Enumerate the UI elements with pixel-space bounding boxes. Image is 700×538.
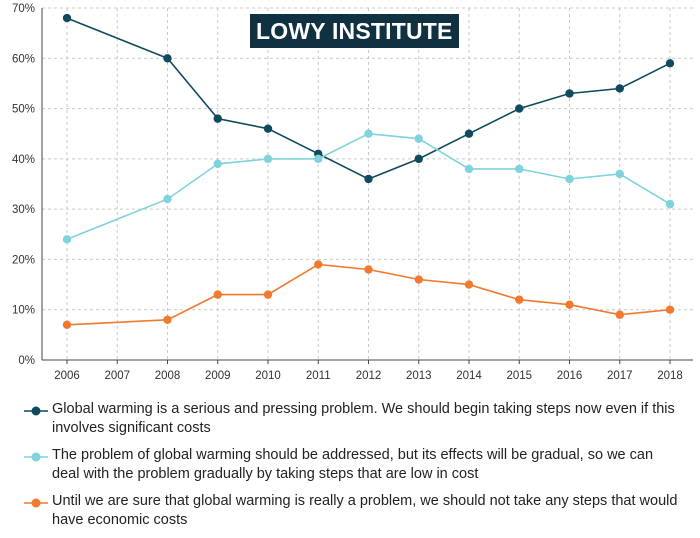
data-point-gradual — [314, 154, 323, 164]
legend: Global warming is a serious and pressing… — [24, 400, 684, 538]
data-point-serious — [615, 84, 624, 93]
y-tick-labels: 0% 10% 20% 30% 40% 50% 60% 70% — [12, 3, 35, 367]
x-tick-label: 2012 — [356, 370, 382, 382]
axes — [41, 8, 693, 364]
data-point-until-sure — [565, 300, 574, 309]
legend-label-until-sure: Until we are sure that global warming is… — [52, 493, 678, 528]
data-point-until-sure — [213, 290, 222, 299]
legend-swatch-until-sure — [24, 498, 48, 508]
gridlines — [42, 7, 693, 360]
data-point-serious — [364, 174, 373, 184]
series-serious — [62, 13, 675, 184]
y-tick-label: 30% — [12, 204, 35, 216]
legend-item-gradual: The problem of global warming should be … — [24, 446, 684, 484]
y-tick-label: 70% — [12, 3, 35, 15]
series-line-until-sure — [66, 263, 671, 326]
y-tick-label: 10% — [12, 305, 35, 317]
data-point-until-sure — [464, 280, 474, 289]
data-point-gradual — [464, 164, 474, 174]
legend-item-until-sure: Until we are sure that global warming is… — [24, 492, 684, 530]
data-point-until-sure — [515, 295, 524, 304]
data-point-serious — [515, 104, 524, 113]
x-tick-label: 2009 — [205, 370, 231, 382]
series-until-sure — [62, 260, 675, 329]
legend-swatch-gradual — [24, 452, 48, 462]
x-tick-label: 2014 — [456, 370, 482, 382]
series-line-gradual — [66, 132, 671, 241]
data-point-until-sure — [615, 310, 624, 319]
data-point-serious — [464, 129, 474, 138]
x-tick-label: 2007 — [104, 370, 130, 382]
data-point-until-sure — [263, 290, 273, 299]
data-point-serious — [263, 124, 273, 133]
x-tick-label: 2015 — [506, 370, 532, 382]
data-point-until-sure — [414, 275, 423, 284]
data-point-until-sure — [314, 260, 323, 269]
y-tick-label: 60% — [12, 53, 35, 65]
x-tick-label: 2008 — [155, 370, 181, 382]
y-tick-label: 40% — [12, 154, 35, 166]
data-point-gradual — [615, 169, 624, 179]
data-point-gradual — [665, 199, 675, 209]
data-point-serious — [163, 54, 172, 63]
legend-label-serious: Global warming is a serious and pressing… — [52, 401, 675, 436]
series-line-serious — [66, 17, 671, 180]
x-tick-label: 2010 — [255, 370, 281, 382]
data-point-gradual — [163, 194, 172, 204]
data-point-gradual — [414, 134, 423, 143]
data-point-gradual — [263, 154, 273, 164]
data-point-serious — [213, 114, 222, 123]
y-tick-label: 50% — [12, 104, 35, 116]
data-point-serious — [414, 154, 423, 164]
x-tick-label: 2006 — [54, 370, 80, 382]
y-tick-label: 0% — [18, 355, 35, 367]
data-point-serious — [62, 13, 72, 23]
y-tick-label: 20% — [12, 254, 35, 266]
data-point-gradual — [364, 129, 373, 138]
series-layer — [62, 13, 675, 329]
legend-item-serious: Global warming is a serious and pressing… — [24, 400, 684, 438]
data-point-until-sure — [163, 315, 172, 324]
series-gradual — [62, 129, 675, 244]
x-tick-label: 2017 — [607, 370, 633, 382]
data-point-gradual — [515, 164, 524, 174]
data-point-gradual — [565, 174, 574, 184]
x-tick-label: 2013 — [406, 370, 432, 382]
data-point-until-sure — [665, 305, 675, 314]
data-point-gradual — [62, 235, 72, 244]
x-tick-labels: 2006 2007 2008 2009 2010 2011 2012 2013 2014 2015… — [54, 370, 683, 382]
x-tick-label: 2011 — [306, 370, 331, 382]
legend-swatch-serious — [24, 406, 48, 416]
data-point-serious — [665, 59, 675, 68]
legend-label-gradual: The problem of global warming should be … — [52, 447, 654, 482]
data-point-until-sure — [62, 320, 72, 329]
data-point-gradual — [213, 159, 222, 169]
line-chart: 0% 10% 20% 30% 40% 50% 60% 70% 2006 2007 2008 2009… — [12, 3, 693, 382]
x-tick-label: 2016 — [557, 370, 583, 382]
x-tick-label: 2018 — [657, 370, 683, 382]
data-point-serious — [565, 89, 574, 98]
brand-logo: LOWY INSTITUTE — [250, 14, 459, 48]
data-point-until-sure — [364, 265, 373, 274]
